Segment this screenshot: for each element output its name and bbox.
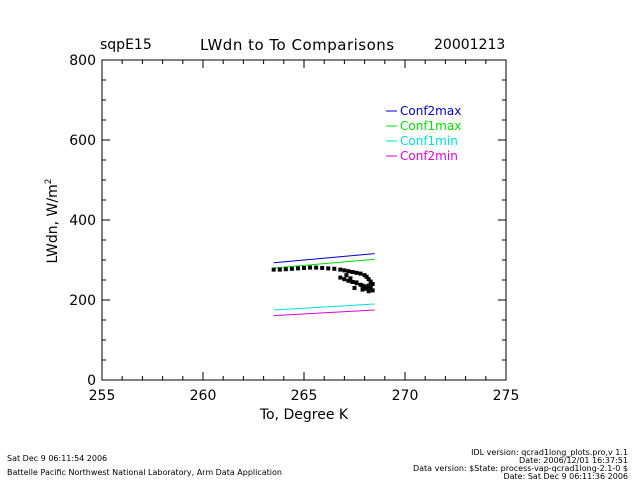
y-tick-label: 200	[69, 293, 96, 309]
data-point	[350, 270, 355, 274]
series-line-conf2min	[273, 309, 375, 317]
y-axis-label: LWdn, W/m2	[44, 179, 61, 264]
data-point	[370, 282, 375, 286]
x-axis-label: To, Degree K	[259, 407, 349, 423]
data-point	[346, 278, 351, 283]
legend-label: Conf2max	[400, 104, 461, 118]
data-point	[289, 266, 294, 271]
data-point	[283, 267, 288, 272]
data-point	[358, 282, 363, 287]
data-point	[364, 274, 369, 279]
x-tick-label: 270	[392, 388, 419, 404]
data-point	[332, 266, 337, 271]
series-group	[273, 253, 375, 317]
svg-text:LWdn, W/m2: LWdn, W/m2	[44, 179, 61, 264]
footer-idl-version: IDL version: qcrad1long_plots.pro,v 1.1	[471, 448, 628, 457]
data-point	[368, 285, 373, 290]
data-point	[314, 265, 319, 270]
data-point	[346, 269, 351, 274]
legend-label: Conf1max	[400, 119, 461, 133]
y-tick-label: 0	[87, 373, 96, 389]
data-point	[360, 283, 365, 288]
data-point	[302, 266, 306, 270]
chart-title: LWdn to To Comparisons	[200, 36, 395, 54]
data-point	[362, 273, 367, 278]
data-point	[358, 271, 363, 276]
data-point	[370, 288, 375, 293]
footer-file-date: Date: 2006/12/01 16:37:51	[519, 456, 628, 465]
legend-label: Conf2min	[400, 149, 458, 163]
x-tick-label: 255	[89, 388, 116, 404]
data-point	[364, 286, 369, 291]
y-ticks: 0 200 400 600 800	[69, 53, 506, 389]
series-line-conf1max	[273, 258, 375, 269]
data-point	[360, 287, 365, 292]
data-point	[338, 275, 343, 280]
data-point	[350, 280, 355, 284]
data-point	[348, 276, 353, 281]
data-point	[271, 267, 276, 272]
y-axis-label-text: LWdn, W/m	[45, 184, 61, 263]
data-point	[354, 270, 359, 275]
data-point	[366, 283, 371, 288]
series-line-conf1min	[273, 303, 375, 311]
data-point	[338, 267, 343, 272]
x-tick-label: 260	[190, 388, 217, 404]
footer-lab: Battelle Pacific Northwest National Labo…	[7, 468, 282, 477]
data-point	[277, 267, 282, 272]
footer-run-date: Date: Sat Dec 9 06:11:36 2006	[503, 472, 628, 481]
data-point	[366, 277, 371, 282]
scatter-points	[271, 265, 375, 294]
data-point	[295, 266, 300, 271]
date-label: 20001213	[434, 37, 506, 53]
data-point	[308, 265, 313, 270]
data-point	[342, 277, 347, 282]
footer-timestamp: Sat Dec 9 06:11:54 2006	[7, 454, 108, 463]
y-axis-label-superscript: 2	[44, 179, 54, 185]
data-point	[326, 266, 331, 271]
data-point	[354, 280, 359, 285]
legend-label: Conf1min	[400, 134, 458, 148]
x-tick-label: 265	[291, 388, 318, 404]
data-point	[352, 286, 357, 290]
y-tick-label: 600	[69, 133, 96, 149]
y-tick-label: 800	[69, 53, 96, 69]
data-point	[320, 266, 325, 270]
data-point	[368, 279, 373, 284]
data-point	[344, 273, 349, 278]
x-ticks: 255 260 265 270 275	[89, 60, 520, 404]
series-line-conf2max	[273, 253, 375, 264]
data-point	[366, 289, 371, 294]
data-point	[362, 284, 367, 289]
footer-data-version: Data version: $State: process-vap-qcrad1…	[412, 464, 628, 473]
x-tick-label: 275	[493, 388, 520, 404]
y-tick-label: 400	[69, 213, 96, 229]
site-label: sqpE15	[100, 37, 152, 53]
data-point	[342, 268, 347, 273]
